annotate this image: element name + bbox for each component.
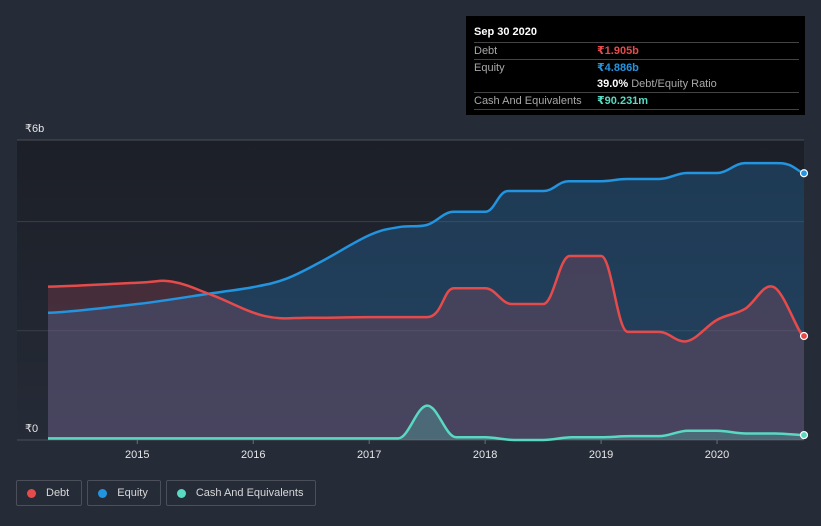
x-tick-label: 2017 (357, 449, 381, 461)
tooltip-cash-value: ₹90.231m (597, 95, 649, 107)
tooltip-row-cash: Cash And Equivalents ₹90.231m (474, 93, 799, 110)
y-tick-label-bottom: ₹0 (25, 423, 38, 435)
chart-legend: Debt Equity Cash And Equivalents (16, 480, 317, 506)
legend-item-cash[interactable]: Cash And Equivalents (165, 480, 317, 506)
equity-end-marker (799, 169, 809, 178)
cash-line (47, 404, 805, 442)
x-tick-label: 2018 (473, 449, 497, 461)
y-tick-label-top: ₹6b (25, 123, 44, 135)
legend-item-debt[interactable]: Debt (16, 480, 83, 506)
tooltip-row-debt: Debt ₹1.905b (474, 43, 799, 60)
debt-line (47, 254, 806, 343)
tooltip-debt-value: ₹1.905b (597, 45, 639, 57)
cash-area (48, 405, 804, 440)
x-tick-label: 2019 (589, 449, 613, 461)
gridlines (17, 139, 804, 441)
x-tick-label: 2016 (241, 449, 265, 461)
tooltip-date: Sep 30 2020 (474, 22, 799, 43)
legend-item-equity[interactable]: Equity (87, 480, 161, 506)
equity-area (48, 163, 804, 440)
tooltip-equity-label: Equity (474, 62, 505, 74)
tooltip-equity-value: ₹4.886b (597, 62, 639, 74)
tooltip-row-equity: Equity ₹4.886b (474, 60, 799, 76)
equity-dot-icon (98, 488, 108, 498)
series-end-markers (799, 169, 809, 440)
tooltip-panel: Sep 30 2020 Debt ₹1.905b Equity ₹4.886b … (466, 16, 805, 115)
x-tick-label: 2020 (705, 449, 729, 461)
tooltip-ratio-value: 39.0% (597, 78, 629, 90)
debt-dot-icon (27, 488, 36, 498)
legend-label-debt: Debt (46, 487, 70, 499)
cash-end-marker (799, 430, 809, 440)
equity-line (47, 161, 805, 315)
legend-label-cash: Cash And Equivalents (195, 487, 304, 499)
tooltip-ratio-label: Debt/Equity Ratio (631, 78, 717, 90)
x-tick-label: 2015 (125, 449, 149, 461)
tooltip-cash-label: Cash And Equivalents (474, 95, 582, 107)
debt-end-marker (799, 331, 809, 341)
tooltip-debt-label: Debt (474, 45, 498, 57)
plot-background (17, 140, 804, 440)
series-lines (47, 161, 806, 442)
x-axis: 2015 2016 2017 2018 2019 2020 (125, 440, 729, 461)
cash-dot-icon (176, 488, 186, 498)
tooltip-row-ratio: 39.0% Debt/Equity Ratio (474, 76, 799, 93)
legend-label-equity: Equity (117, 487, 148, 499)
